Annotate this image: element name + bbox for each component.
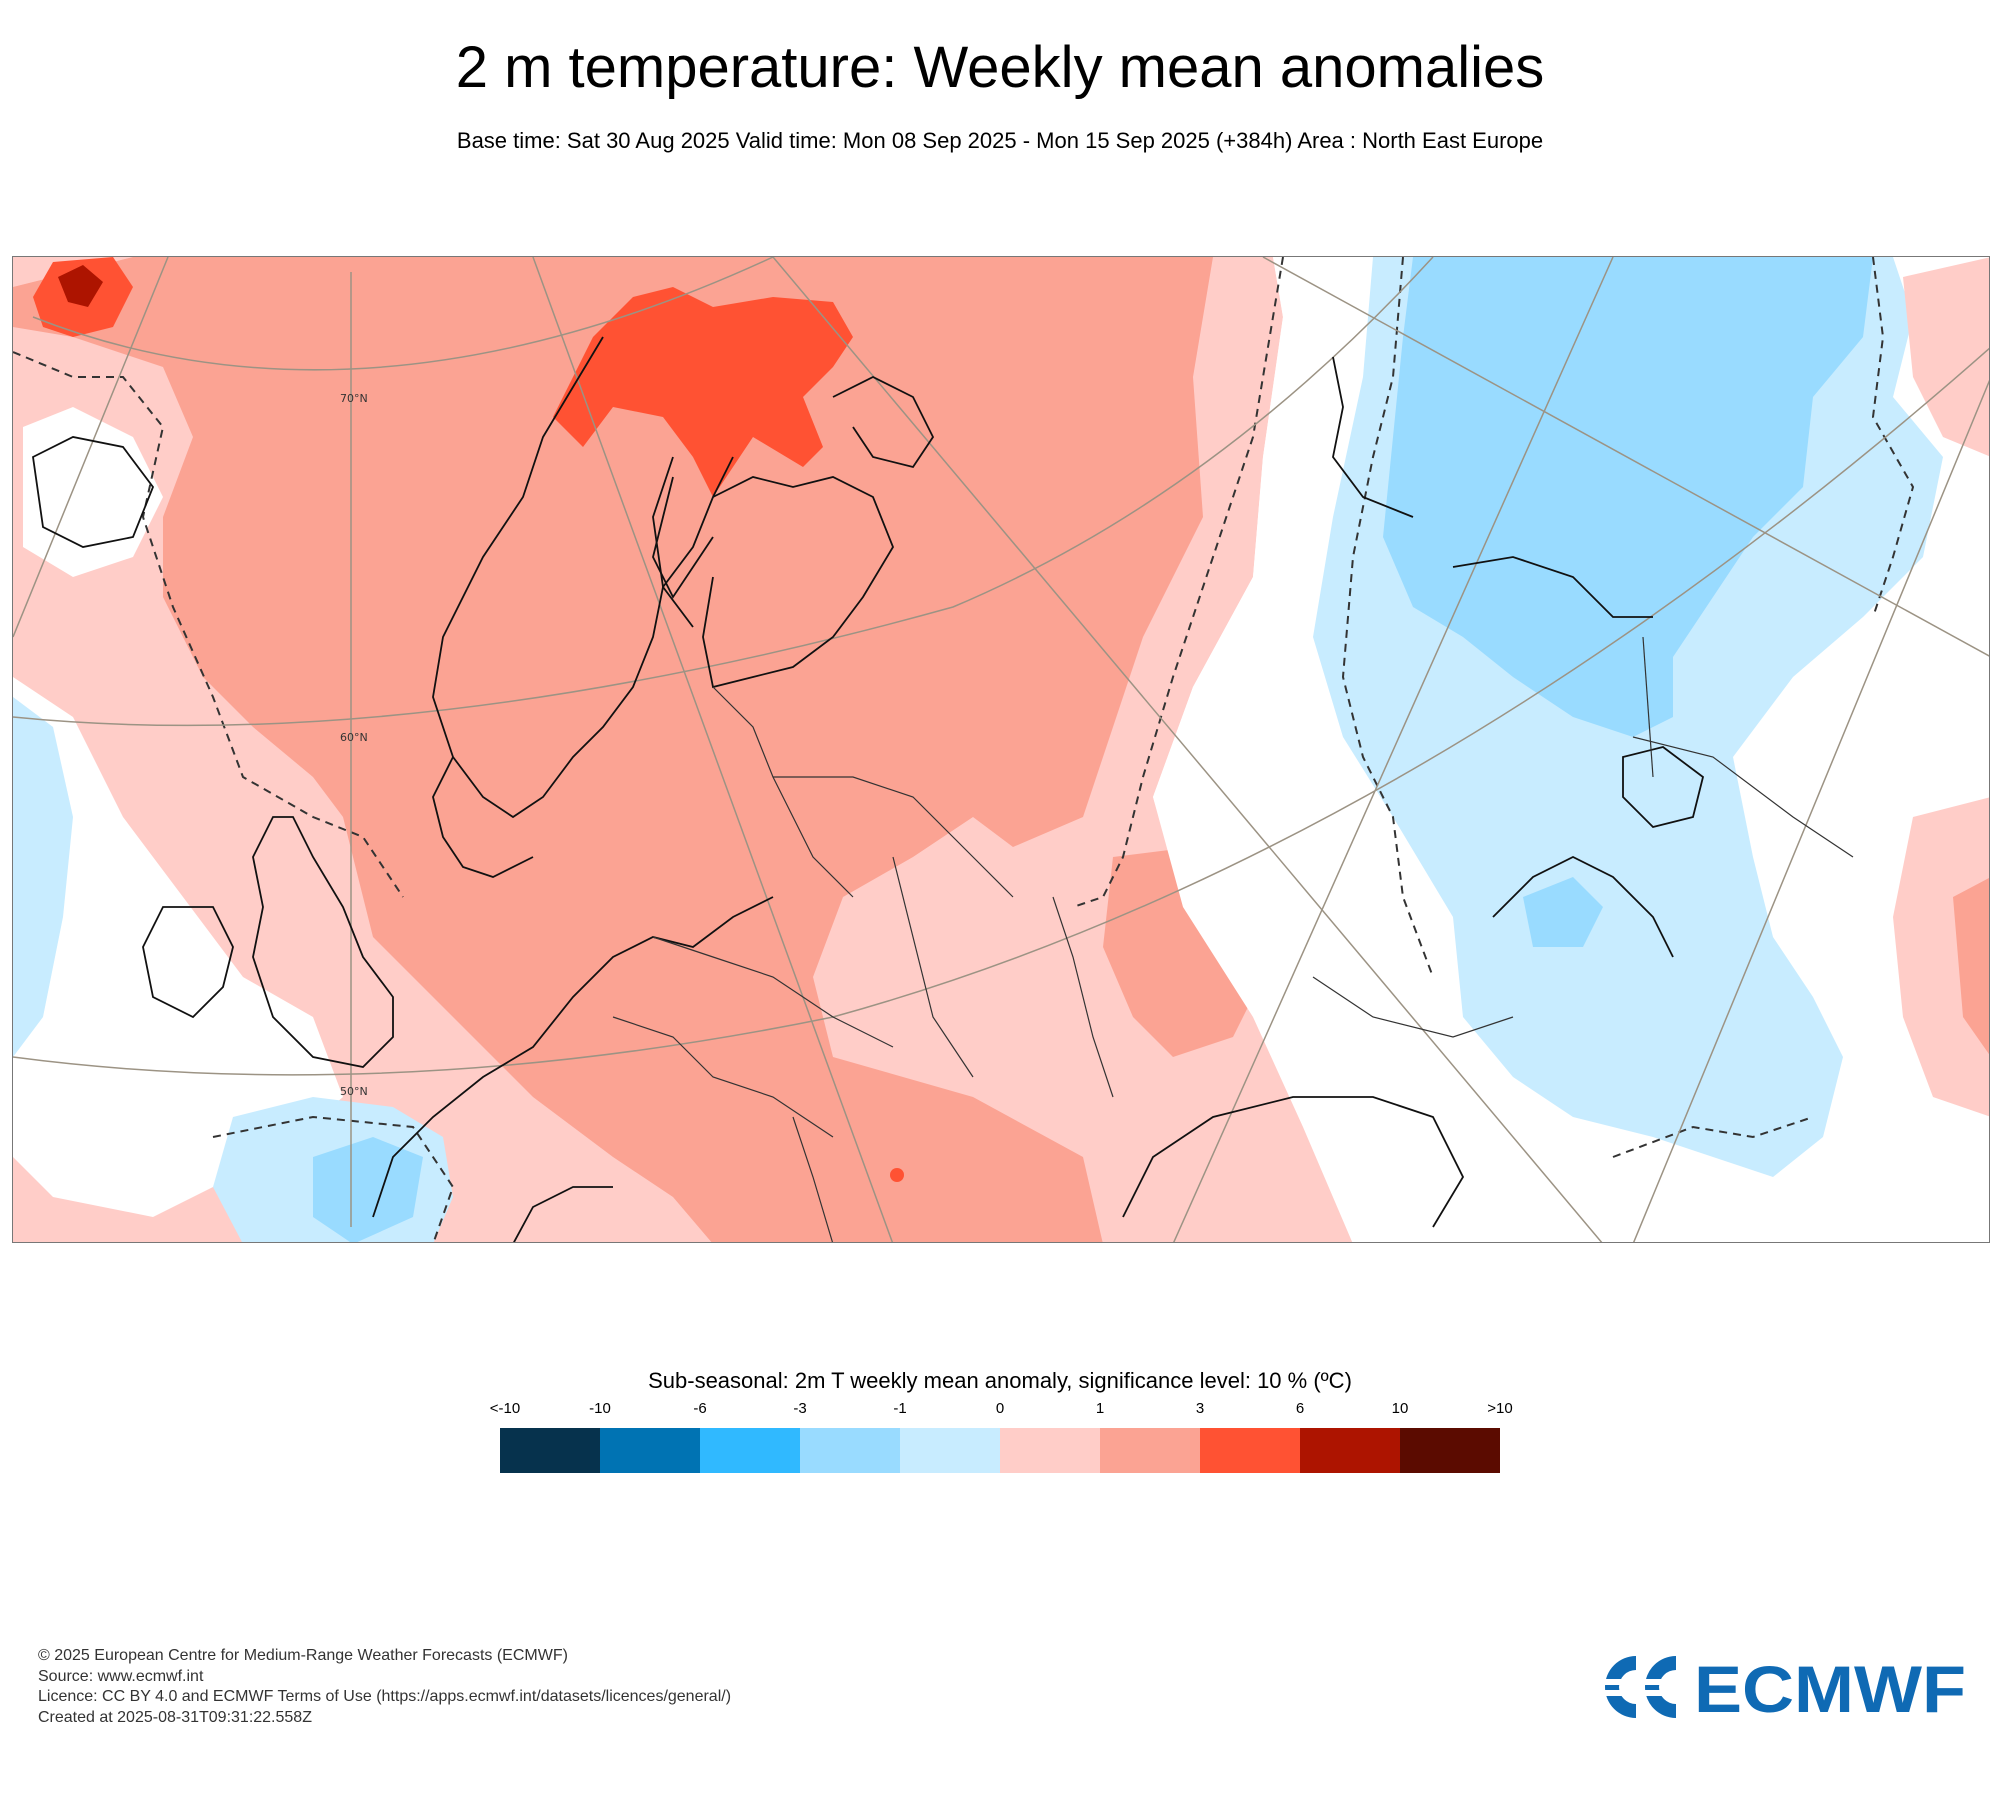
anomaly-region-moderate-cold-east <box>1383 257 1873 737</box>
ecmwf-logo-text: ECMWF <box>1694 1652 1966 1722</box>
lat-label-70n: 70°N <box>340 392 368 405</box>
legend-swatch <box>600 1428 700 1473</box>
legend-swatch <box>900 1428 1000 1473</box>
chart-subtitle: Base time: Sat 30 Aug 2025 Valid time: M… <box>456 128 1544 153</box>
coastlines <box>32 336 1705 1242</box>
footer-credits: © 2025 European Centre for Medium-Range … <box>38 1646 731 1728</box>
legend-title: Sub-seasonal: 2m T weekly mean anomaly, … <box>648 1368 1352 1393</box>
source-line: Source: www.ecmwf.int <box>38 1667 204 1685</box>
anomaly-region-moderate-cold-blacksea <box>1523 877 1603 947</box>
legend-tick: -10 <box>589 1400 611 1417</box>
lat-label-50n: 50°N <box>340 1085 368 1098</box>
graticule <box>13 257 1989 1242</box>
created-line: Created at 2025-08-31T09:31:22.558Z <box>38 1708 312 1726</box>
country-borders <box>612 636 1854 1242</box>
neutral-region-uk <box>13 677 343 1217</box>
color-legend: <-10 -10 -6 -3 -1 0 1 3 6 10 >10 <box>490 1400 1513 1475</box>
legend-swatches <box>500 1428 1500 1473</box>
legend-swatch <box>1000 1428 1100 1473</box>
ecmwf-logo-svg: ECMWF <box>1590 1652 1966 1726</box>
legend-swatch <box>500 1428 600 1473</box>
anomaly-region-very-strong-warm-greenland <box>58 265 103 307</box>
licence-line: Licence: CC BY 4.0 and ECMWF Terms of Us… <box>38 1688 732 1705</box>
legend-tick: -6 <box>693 1400 707 1417</box>
significance-contours <box>13 257 1915 1242</box>
legend-tick: -1 <box>893 1400 907 1417</box>
legend-swatch <box>1400 1428 1500 1473</box>
anomaly-region-light-warm-northeast-corner <box>1903 257 1989 457</box>
legend-swatch <box>1300 1428 1400 1473</box>
lat-label-60n: 60°N <box>340 731 368 744</box>
legend-swatch <box>800 1428 900 1473</box>
legend-swatch <box>1200 1428 1300 1473</box>
ecmwf-logo-mark <box>1590 1656 1690 1718</box>
legend-tick: -3 <box>793 1400 807 1417</box>
anomaly-region-strong-warm-scandinavia <box>553 287 853 497</box>
neutral-region-east <box>1153 257 1483 1242</box>
legend-swatch <box>1100 1428 1200 1473</box>
legend-tick: 10 <box>1391 1400 1409 1417</box>
map-svg: 70°N 60°N 50°N <box>13 257 1989 1242</box>
anomaly-region-light-cold-atlantic <box>13 697 73 1057</box>
legend-tick: 1 <box>1095 1400 1105 1417</box>
anomaly-region-light-warm-far-east <box>1893 797 1989 1117</box>
anomaly-region-moderate-warm <box>13 257 1213 1242</box>
legend-swatch <box>700 1428 800 1473</box>
legend-tick: >10 <box>1487 1400 1513 1417</box>
copyright-line: © 2025 European Centre for Medium-Range … <box>38 1647 568 1664</box>
anomaly-map: 70°N 60°N 50°N <box>12 256 1990 1243</box>
anomaly-region-moderate-cold-westfrance <box>313 1137 423 1242</box>
anomaly-region-moderate-warm-far-east <box>1953 878 1989 1055</box>
legend-tick: 3 <box>1195 1400 1205 1417</box>
chart-title: 2 m temperature: Weekly mean anomalies <box>455 35 1545 100</box>
anomaly-spot-strong-warm-balkans <box>890 1168 904 1182</box>
legend-tick: 0 <box>995 1400 1005 1417</box>
legend-tick: <-10 <box>489 1400 521 1417</box>
ecmwf-logo: ECMWF <box>1590 1652 1970 1726</box>
legend-tick: 6 <box>1295 1400 1305 1417</box>
